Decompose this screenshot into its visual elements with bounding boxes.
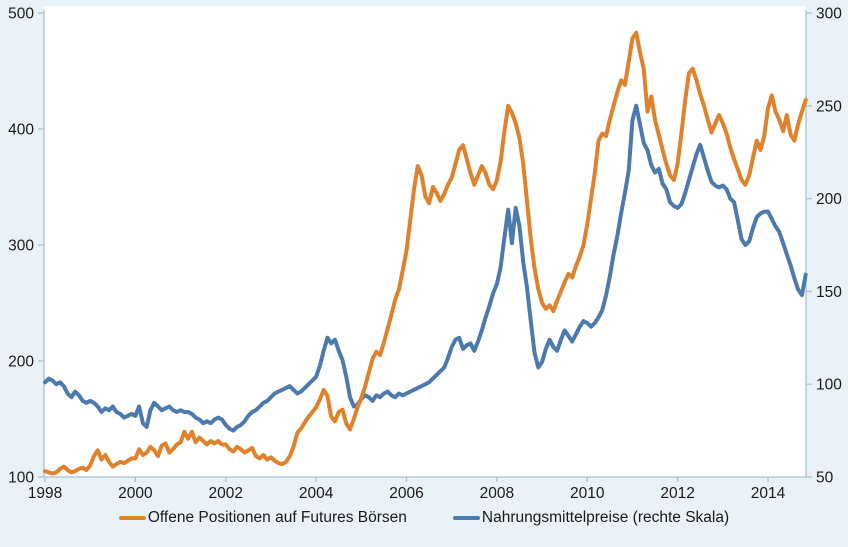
right-axis-tick-label: 300	[816, 6, 842, 23]
left-axis-tick-label: 400	[8, 122, 34, 139]
legend-item-open-positions: Offene Positionen auf Futures Börsen	[118, 509, 407, 527]
left-axis-tick-label: 300	[8, 238, 34, 255]
left-axis-tick-label: 200	[8, 354, 34, 371]
x-axis-tick-label: 2010	[570, 485, 605, 502]
series-line-open-positions	[43, 30, 808, 476]
chart-legend: Offene Positionen auf Futures Börsen Nah…	[0, 509, 848, 527]
legend-label-food-prices: Nahrungsmittelpreise (rechte Skala)	[481, 509, 730, 526]
plot-area	[44, 6, 806, 477]
right-axis-tick-label: 200	[816, 191, 842, 208]
right-axis-tick-label: 150	[816, 284, 842, 301]
legend-label-open-positions: Offene Positionen auf Futures Börsen	[147, 509, 407, 526]
x-axis-tick-label: 1998	[28, 485, 62, 502]
line-chart: 100 200 300 400 500 50 100 150 200 250 300 1998 2000…	[8, 6, 842, 503]
blue-line-swatch-icon	[452, 515, 480, 521]
legend-item-food-prices: Nahrungsmittelpreise (rechte Skala)	[452, 509, 730, 527]
left-axis-tick-label: 500	[8, 6, 34, 23]
x-axis-tick-label: 2014	[751, 485, 786, 502]
orange-line-swatch-icon	[118, 515, 146, 521]
x-axis-tick-label: 2008	[480, 485, 514, 502]
x-axis-tick-label: 2012	[660, 485, 694, 502]
right-axis-tick-label: 50	[816, 470, 834, 487]
left-axis-tick-label: 100	[8, 470, 34, 487]
series-line-food-prices	[43, 103, 808, 433]
right-axis-tick-label: 100	[816, 377, 842, 394]
x-axis-tick-label: 2000	[118, 485, 153, 502]
x-axis-tick-label: 2006	[389, 485, 423, 502]
x-axis-tick-label: 2002	[209, 485, 243, 502]
right-axis-tick-label: 250	[816, 98, 842, 115]
x-axis-tick-label: 2004	[299, 485, 334, 502]
